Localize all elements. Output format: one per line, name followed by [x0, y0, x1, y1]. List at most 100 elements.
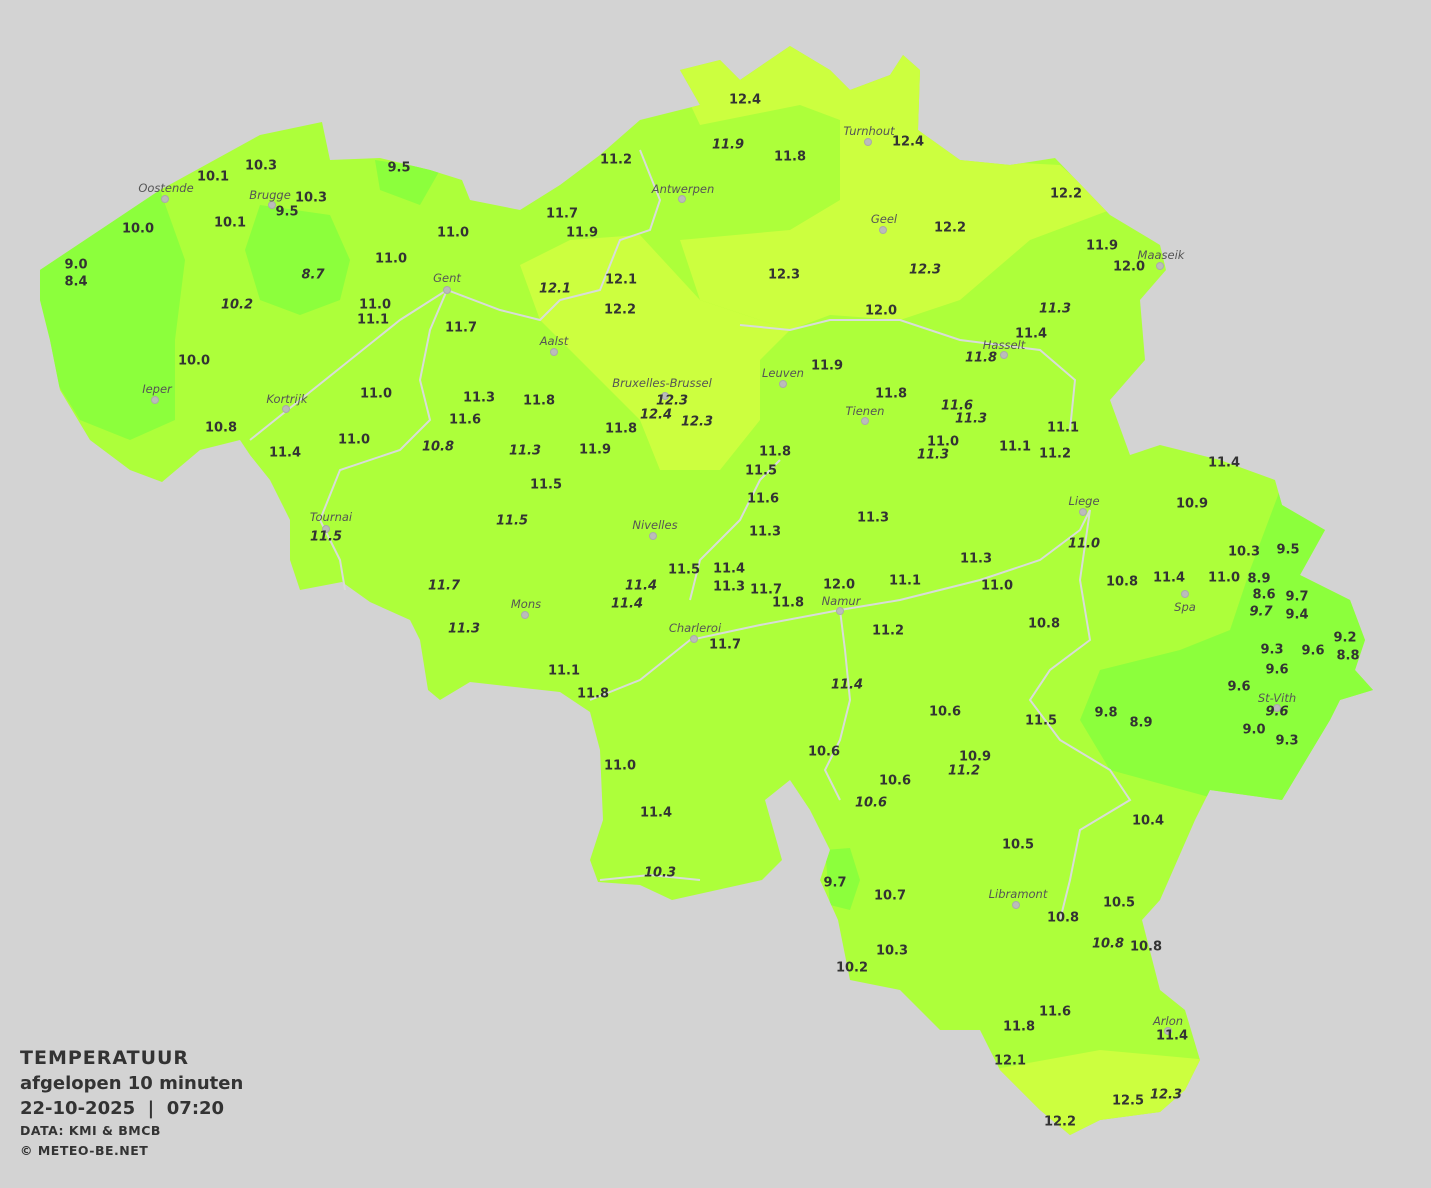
city-dot [521, 611, 529, 619]
city-nivelles: Nivelles [632, 518, 678, 540]
station-temperature: 10.7 [874, 889, 906, 904]
station-temperature-alt: 11.3 [509, 444, 541, 459]
station-temperature-alt: 11.0 [1068, 537, 1100, 552]
station-temperature: 10.5 [1002, 838, 1034, 853]
city-dot [1079, 508, 1087, 516]
station-temperature: 11.6 [1039, 1005, 1071, 1020]
city-antwerpen: Antwerpen [651, 182, 715, 203]
station-temperature: 10.0 [122, 222, 154, 237]
station-temperature-alt: 10.8 [1092, 937, 1124, 952]
station-temperature: 11.9 [1086, 239, 1118, 254]
station-temperature: 12.2 [1050, 187, 1082, 202]
station-temperature: 11.9 [566, 226, 598, 241]
station-temperature: 9.2 [1333, 631, 1356, 646]
city-name: Maaseik [1138, 248, 1186, 262]
station-temperature: 10.8 [1047, 911, 1079, 926]
station-temperature-alt: 12.3 [1150, 1088, 1182, 1103]
station-temperature: 11.2 [600, 153, 632, 168]
city-name: Bruxelles-Brussel [612, 376, 712, 390]
station-temperature: 10.3 [245, 159, 277, 174]
city-name: Antwerpen [651, 182, 715, 196]
station-temperature-alt: 11.3 [448, 622, 480, 637]
station-temperature: 10.2 [836, 961, 868, 976]
station-temperature: 11.7 [709, 638, 741, 653]
cool-zone-coast [375, 160, 440, 205]
station-temperature: 12.4 [892, 135, 924, 150]
station-temperature: 8.9 [1247, 572, 1270, 587]
city-dot [779, 380, 787, 388]
station-temperature-alt: 9.6 [1265, 705, 1288, 720]
station-temperature: 11.0 [981, 579, 1013, 594]
station-temperature: 11.5 [530, 478, 562, 493]
legend-source: DATA: KMI & BMCB [20, 1123, 161, 1138]
station-temperature: 11.1 [889, 574, 921, 589]
station-temperature: 12.1 [605, 273, 637, 288]
station-temperature-alt: 11.7 [428, 579, 461, 594]
city-name: Ieper [142, 382, 173, 396]
city-dot [649, 532, 657, 540]
city-name: Tournai [310, 510, 353, 524]
station-temperature-alt: 10.3 [644, 866, 676, 881]
station-temperature-alt: 8.7 [301, 268, 325, 283]
station-temperature: 12.2 [604, 303, 636, 318]
legend-datetime: 22-10-2025 | 07:20 [20, 1098, 225, 1119]
legend-subtitle: afgelopen 10 minuten [20, 1073, 244, 1094]
station-temperature: 11.6 [747, 492, 779, 507]
station-temperature-alt: 12.1 [539, 282, 571, 297]
warm-zone-north [660, 46, 1110, 330]
city-dot [161, 195, 169, 203]
station-temperature: 9.7 [823, 876, 846, 891]
station-temperature: 12.1 [994, 1054, 1026, 1069]
station-temperature: 11.1 [999, 440, 1031, 455]
city-dot [322, 525, 330, 533]
station-temperature-alt: 10.2 [221, 298, 253, 313]
station-temperature: 9.7 [1285, 590, 1308, 605]
city-dot [690, 635, 698, 643]
city-tienen: Tienen [846, 404, 884, 425]
station-temperature: 8.4 [64, 275, 87, 290]
station-temperature: 10.3 [876, 944, 908, 959]
rivers [249, 149, 1132, 921]
station-temperature-alt: 11.8 [965, 351, 997, 366]
city-name: Leuven [762, 366, 804, 380]
station-temperature: 11.5 [668, 563, 700, 578]
city-dot [268, 201, 276, 209]
city-dot [1164, 1027, 1172, 1035]
station-temperature: 12.5 [1112, 1094, 1144, 1109]
city-namur: Namur [822, 594, 862, 615]
city-name: Charleroi [669, 621, 722, 635]
city-name: Hasselt [983, 338, 1026, 352]
station-temperature-alt: 10.8 [422, 440, 454, 455]
station-temperature: 11.0 [360, 387, 392, 402]
station-temperature: 9.3 [1260, 643, 1283, 658]
city-tournai: Tournai [310, 510, 353, 533]
city-charleroi: Charleroi [669, 621, 722, 643]
station-temperature: 10.6 [929, 705, 961, 720]
city-name: Arlon [1152, 1014, 1183, 1028]
city-name: Geel [871, 212, 898, 226]
city-dot [550, 348, 558, 356]
city-name: Gent [433, 271, 461, 285]
station-temperature: 9.5 [387, 161, 410, 176]
station-temperature: 12.0 [1113, 260, 1145, 275]
city-leuven: Leuven [762, 366, 804, 388]
station-temperature: 12.4 [729, 93, 761, 108]
station-temperature: 11.5 [1025, 714, 1057, 729]
station-temperature: 9.8 [1094, 706, 1117, 721]
station-temperature-alt: 11.3 [917, 448, 949, 463]
city-name: Turnhout [843, 124, 895, 138]
station-temperature: 12.0 [865, 304, 897, 319]
station-temperature: 12.3 [768, 268, 800, 283]
station-temperature: 11.5 [745, 464, 777, 479]
station-temperature: 11.4 [640, 806, 672, 821]
city-dot [443, 286, 451, 294]
station-temperature-alt: 11.4 [831, 678, 863, 693]
city-maaseik: Maaseik [1138, 248, 1186, 270]
station-temperature: 11.0 [604, 759, 636, 774]
station-temperature: 11.7 [445, 321, 477, 336]
city-mons: Mons [511, 597, 541, 619]
station-temperature: 11.0 [927, 435, 959, 450]
station-temperature: 10.3 [295, 191, 327, 206]
station-temperature-alt: 11.4 [625, 579, 657, 594]
city-dot [661, 392, 669, 400]
